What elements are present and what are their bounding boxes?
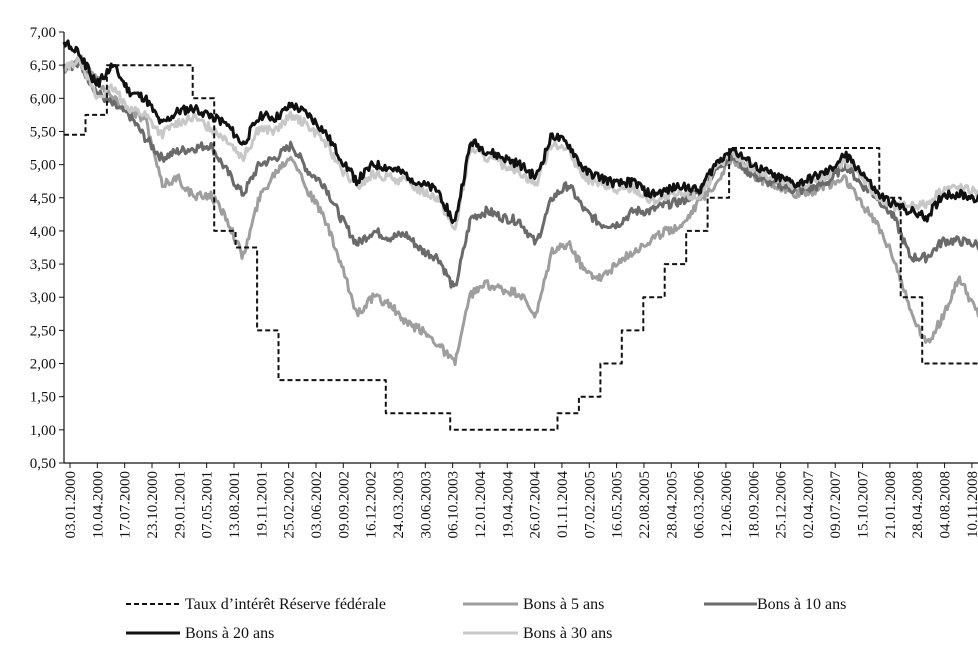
y-tick-label: 6,00: [30, 91, 56, 107]
x-tick-label: 03.01.2000: [63, 471, 79, 539]
x-tick-label: 26.07.2004: [528, 471, 544, 539]
x-tick-label: 29.01.2001: [172, 471, 188, 539]
x-tick-label: 03.06.2002: [309, 471, 325, 539]
x-tick-label: 06.03.2006: [692, 471, 708, 539]
x-tick-label: 23.10.2000: [145, 471, 161, 539]
x-tick-label: 16.05.2005: [610, 471, 626, 539]
y-tick-label: 3,50: [30, 257, 56, 273]
x-tick-label: 07.02.2005: [582, 471, 598, 539]
x-tick-label: 15.10.2007: [856, 471, 872, 539]
x-tick-label: 12.01.2004: [473, 471, 489, 539]
series-line: [62, 39, 978, 224]
x-tick-label: 28.04.2005: [664, 471, 680, 539]
x-tick-label: 25.02.2002: [282, 471, 298, 539]
legend-label: Bons à 20 ans: [185, 625, 274, 642]
x-tick-label: 04.08.2008: [938, 471, 954, 539]
x-tick-label: 07.05.2001: [200, 471, 216, 539]
y-tick-label: 1,00: [30, 423, 56, 439]
x-tick-label: 25.12.2006: [774, 471, 790, 539]
legend-label: Taux d’intérêt Réserve fédérale: [185, 596, 386, 613]
y-tick-label: 4,50: [30, 191, 56, 207]
x-tick-label: 16.12.2002: [364, 471, 380, 539]
axes: [63, 32, 978, 464]
y-tick-label: 1,50: [30, 390, 56, 406]
x-tick-label: 13.08.2001: [227, 471, 243, 539]
legend-label: Bons à 30 ans: [523, 625, 612, 642]
y-tick-label: 4,00: [30, 224, 56, 240]
y-tick-label: 5,00: [30, 158, 56, 174]
x-tick-label: 19.11.2001: [254, 471, 270, 538]
y-tick-label: 6,50: [30, 58, 56, 74]
x-tick-label: 30.06.2003: [418, 471, 434, 539]
y-tick-label: 0,50: [30, 456, 56, 472]
legend-label: Bons à 5 ans: [523, 596, 604, 613]
legend: Taux d’intérêt Réserve fédérale Bons à 5 …: [126, 596, 846, 642]
x-tick-label: 22.08.2005: [637, 471, 653, 539]
series-line: [64, 64, 978, 431]
x-tick-label: 09.07.2007: [828, 471, 844, 539]
y-tick-label: 5,50: [30, 124, 56, 140]
series-line: [63, 54, 978, 231]
series-line: [62, 59, 978, 289]
legend-label: Bons à 10 ans: [757, 596, 846, 613]
x-tick-label: 10.04.2000: [90, 471, 106, 539]
x-tick-label: 02.04.2007: [801, 471, 817, 539]
x-tick-label: 10.11.2008: [965, 471, 978, 538]
x-tick-label: 28.04.2008: [910, 471, 926, 539]
x-tick-label: 09.09.2002: [336, 471, 352, 539]
x-tick-label: 01.11.2004: [555, 471, 571, 538]
x-tick-label: 19.04.2004: [500, 471, 516, 539]
x-tick-label: 24.03.2003: [391, 471, 407, 539]
x-tick-label: 12.06.2006: [719, 471, 735, 539]
x-axis-ticks: 03.01.2000 10.04.2000 17.07.2000 23.10.2000…: [63, 463, 978, 539]
y-axis-ticks: 7,00 6,50 6,00 5,50 5,00 4,50 4,00 3,50 3,00 2,50…: [30, 25, 64, 472]
series-line: [62, 54, 978, 367]
y-tick-label: 2,50: [30, 323, 56, 339]
y-tick-label: 7,00: [30, 25, 56, 41]
y-tick-label: 2,00: [30, 357, 56, 373]
x-tick-label: 18.09.2006: [746, 471, 762, 539]
y-tick-label: 3,00: [30, 290, 56, 306]
plot-lines: [62, 39, 978, 431]
x-tick-label: 21.01.2008: [883, 471, 899, 539]
x-tick-label: 17.07.2000: [118, 471, 134, 539]
x-tick-label: 06.10.2003: [446, 471, 462, 539]
